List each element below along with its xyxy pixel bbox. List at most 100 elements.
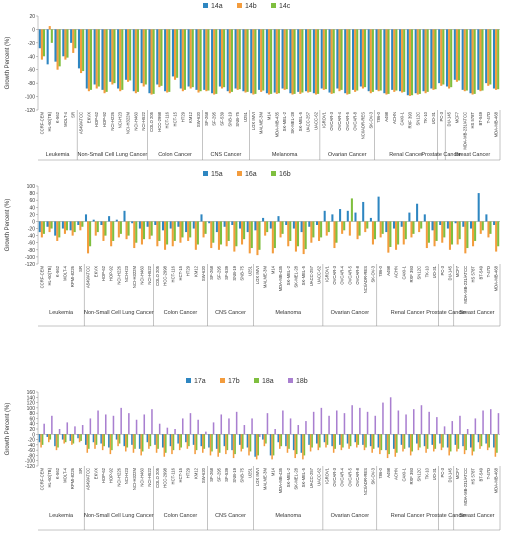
bar [219, 221, 223, 245]
bar [140, 29, 143, 84]
bar [89, 29, 93, 90]
bar [330, 29, 333, 94]
bar [97, 410, 99, 435]
bar [131, 434, 133, 445]
x-tick-label: SNB-75 [235, 111, 240, 126]
x-tick-label: OVCAR-4 [340, 265, 345, 284]
bar [328, 415, 330, 435]
bar [327, 221, 330, 233]
bar [371, 29, 374, 92]
bar [391, 29, 394, 90]
bar [297, 29, 300, 92]
legend-label: 14a [211, 3, 223, 10]
bar [211, 434, 213, 452]
bar [66, 29, 69, 58]
bar [448, 221, 451, 250]
bar [271, 221, 274, 254]
bar [55, 434, 58, 451]
group-label: Ovarian Cancer [328, 152, 367, 158]
bar [318, 221, 321, 241]
bar [403, 29, 406, 92]
bar [343, 413, 346, 435]
legend-swatch [288, 378, 293, 383]
y-tick-label: 40 [29, 205, 35, 211]
bar [181, 418, 184, 435]
x-tick-label: SF-539 [220, 111, 225, 125]
x-tick-label: MDA-MB-231/ATCC [463, 468, 468, 506]
x-tick-label: EKVX [93, 468, 98, 479]
bar [433, 221, 436, 247]
x-tick-label: UACC-257 [309, 265, 314, 286]
bar [74, 426, 76, 435]
group-label: CNS Cancer [210, 152, 241, 158]
x-tick-label: HCT-116 [165, 111, 170, 128]
bar [112, 415, 115, 435]
bar [369, 217, 372, 222]
x-tick-label: SK-MEL-28 [293, 265, 298, 287]
bar [171, 221, 174, 247]
bar [397, 221, 400, 245]
bar [171, 29, 174, 77]
bar [71, 221, 74, 236]
group-label: Renal Cancer [391, 513, 425, 519]
bar [236, 29, 239, 90]
y-tick-label: 80 [29, 191, 35, 197]
y-tick-label: 60 [29, 416, 35, 422]
bar [207, 29, 210, 91]
bar [46, 434, 49, 437]
x-tick-label: PC-3 [440, 265, 445, 275]
bar [372, 434, 375, 449]
x-tick-label: HOP-92 [102, 111, 107, 127]
bar [87, 221, 90, 254]
group-label: Breast Cancer [459, 513, 494, 519]
legend-swatch [203, 171, 208, 176]
bar [383, 29, 386, 94]
x-tick-label: IGROV1 [324, 265, 329, 281]
bar [64, 434, 67, 443]
bar [46, 221, 49, 227]
bar [271, 434, 273, 460]
bar [149, 434, 152, 447]
x-tick-label: CCRF-CEM [39, 468, 44, 491]
x-tick-label: RXF 393 [409, 467, 414, 484]
y-tick-label: 0 [32, 219, 35, 225]
bar [453, 29, 456, 80]
bar [404, 221, 407, 240]
x-tick-label: MDA-MB-435 [274, 111, 279, 137]
bar [397, 410, 400, 435]
bar [230, 29, 233, 92]
bar [496, 434, 498, 453]
y-tick-label: -80 [28, 248, 35, 254]
bar [115, 219, 118, 222]
bar [473, 434, 475, 452]
bar [179, 29, 182, 89]
bar [393, 29, 396, 92]
bar [243, 221, 246, 240]
bar [412, 221, 415, 234]
bar [419, 434, 421, 448]
y-tick-label: 120 [27, 401, 36, 407]
group-label: Renal Cancer [391, 310, 425, 316]
bar [169, 221, 172, 229]
bar [164, 29, 167, 92]
bar [377, 29, 380, 92]
x-tick-label: PC-3 [440, 467, 445, 477]
legend-label: 14b [245, 3, 257, 10]
bar [443, 426, 446, 435]
bar [158, 29, 161, 88]
bar [466, 221, 469, 249]
group-label: Breast Cancer [455, 152, 490, 158]
bar [402, 221, 405, 245]
x-tick-label: NCI-H460 [139, 467, 144, 486]
bar [148, 434, 150, 449]
x-tick-label: MDA-MB-231/ATCC [462, 112, 467, 150]
bar [494, 434, 497, 457]
bar [227, 221, 230, 241]
bar [497, 29, 500, 90]
bar [289, 29, 292, 94]
y-tick-label: -120 [25, 108, 35, 114]
x-tick-label: SW-620 [196, 111, 201, 127]
bar [189, 413, 192, 435]
bar [287, 221, 290, 247]
bar [96, 221, 99, 233]
